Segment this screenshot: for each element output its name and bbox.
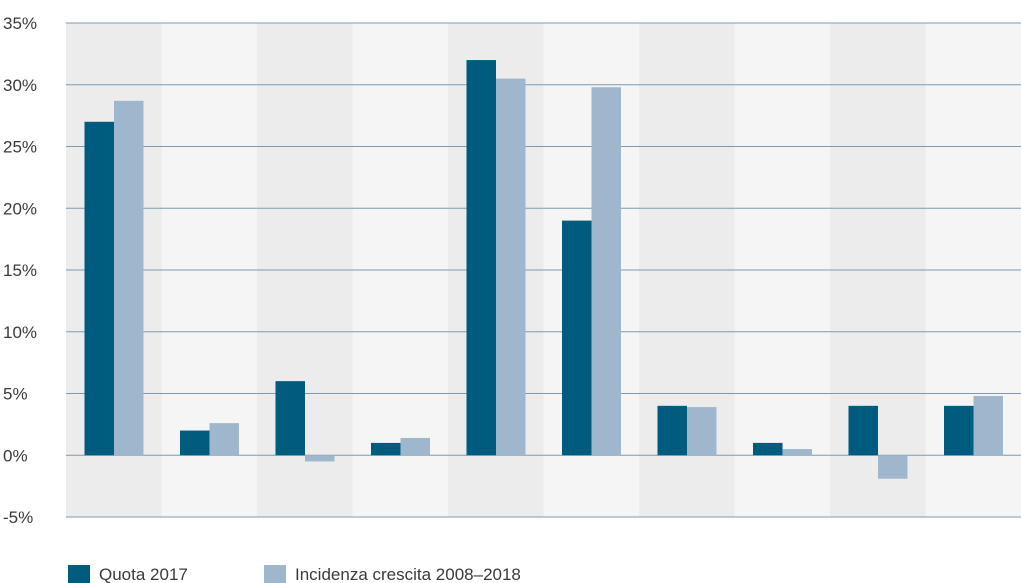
bar-incidenza-crescita [114, 101, 144, 455]
bar-incidenza-crescita [878, 455, 908, 478]
bar-incidenza-crescita [210, 423, 240, 455]
legend-label-quota-2017: Quota 2017 [99, 565, 188, 583]
legend-label-incidenza-crescita: Incidenza crescita 2008–2018 [295, 565, 521, 583]
y-tick-label: 25% [3, 138, 37, 157]
y-tick-label: 30% [3, 76, 37, 95]
bar-quota-2017 [562, 221, 592, 456]
y-tick-label: -5% [3, 508, 33, 527]
bar-quota-2017 [658, 406, 688, 455]
bar-incidenza-crescita [687, 407, 717, 455]
bar-quota-2017 [85, 122, 115, 455]
bar-incidenza-crescita [496, 79, 526, 456]
bar-quota-2017 [180, 431, 210, 456]
bar-quota-2017 [849, 406, 879, 455]
y-tick-label: 10% [3, 323, 37, 342]
bar-incidenza-crescita [974, 396, 1004, 455]
y-axis-tick-labels: -5% 0% 5% 10% 15% 20% 25% 30% 35% [3, 14, 37, 527]
bar-quota-2017 [371, 443, 401, 455]
y-tick-label: 35% [3, 14, 37, 33]
y-tick-label: 15% [3, 261, 37, 280]
legend-swatch-incidenza-crescita [264, 565, 286, 583]
y-tick-label: 0% [3, 446, 28, 465]
y-tick-label: 20% [3, 199, 37, 218]
y-tick-label: 5% [3, 385, 28, 404]
bar-incidenza-crescita [305, 455, 335, 461]
bar-quota-2017 [276, 381, 306, 455]
bar-quota-2017 [753, 443, 783, 455]
bar-quota-2017 [467, 60, 497, 455]
bar-incidenza-crescita [592, 87, 622, 455]
bar-incidenza-crescita [401, 438, 431, 455]
bar-quota-2017 [944, 406, 974, 455]
bar-incidenza-crescita [783, 449, 813, 455]
legend: Quota 2017 Incidenza crescita 2008–2018 [68, 565, 521, 583]
legend-swatch-quota-2017 [68, 565, 90, 583]
